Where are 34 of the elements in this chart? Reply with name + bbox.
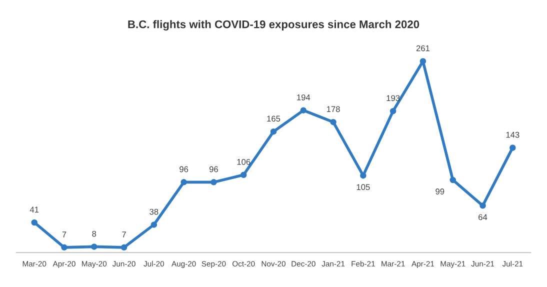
data-label: 8 <box>92 230 96 237</box>
point <box>300 107 307 114</box>
chart-title: B.C. flights with COVID-19 exposures since March 2020 <box>128 20 420 30</box>
data-label: 64 <box>478 214 488 220</box>
point <box>270 128 277 135</box>
data-label: 165 <box>267 116 280 122</box>
data-label: 106 <box>237 158 250 165</box>
point <box>420 58 426 64</box>
data-label: 178 <box>326 106 340 112</box>
point <box>510 144 516 151</box>
data-label: 105 <box>356 184 370 190</box>
point <box>120 244 128 251</box>
data-label: 41 <box>30 206 39 212</box>
data-label: 193 <box>386 95 400 102</box>
point <box>31 219 38 226</box>
point <box>330 118 336 126</box>
data-label: 194 <box>297 94 310 100</box>
point <box>390 108 396 114</box>
data-label: 261 <box>416 45 430 52</box>
point <box>450 176 456 184</box>
point <box>240 172 247 178</box>
data-label: 38 <box>150 208 158 215</box>
point <box>180 179 187 186</box>
data-label: 99 <box>436 188 444 194</box>
data-label: 7 <box>62 232 66 238</box>
data-label: 7 <box>122 232 126 238</box>
data-label: 96 <box>209 166 218 172</box>
data-label: 96 <box>180 166 188 172</box>
data-label: 143 <box>506 132 520 138</box>
point <box>91 244 98 250</box>
point <box>150 222 158 228</box>
point <box>210 179 217 186</box>
point <box>61 244 68 251</box>
point <box>480 202 486 209</box>
